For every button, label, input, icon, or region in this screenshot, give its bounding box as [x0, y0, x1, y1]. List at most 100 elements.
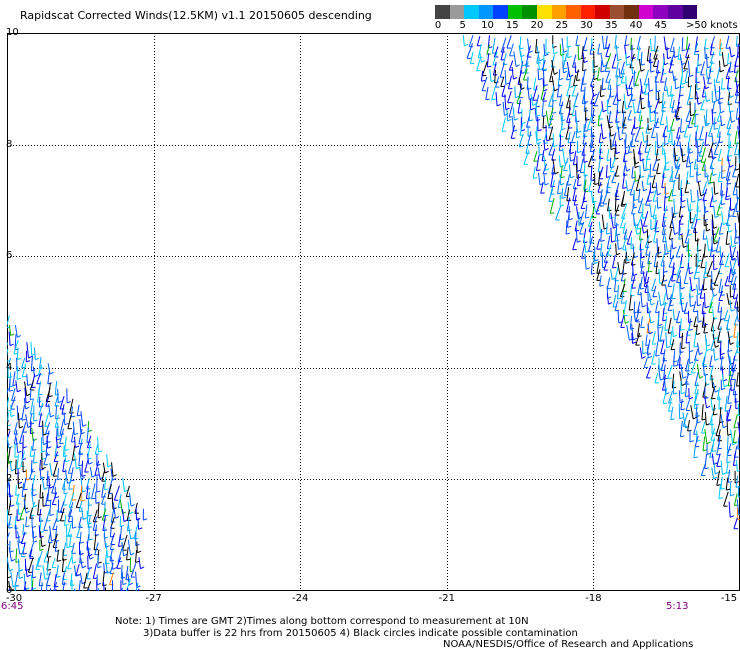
wind-barb	[581, 93, 585, 104]
wind-barb	[15, 587, 17, 591]
wind-barb	[622, 116, 627, 129]
colorbar-swatch	[536, 5, 552, 19]
wind-barb	[679, 371, 683, 386]
wind-barb	[67, 414, 72, 430]
wind-barb	[552, 43, 555, 54]
wind-barb-flag	[56, 519, 61, 523]
wind-barb	[652, 285, 657, 297]
wind-barb	[687, 60, 691, 77]
wind-barb-flag	[107, 464, 112, 468]
wind-barb	[622, 309, 626, 324]
wind-barb	[74, 588, 76, 591]
wind-barb	[709, 195, 714, 207]
wind-barb	[676, 270, 682, 283]
wind-barb	[678, 220, 681, 236]
wind-barb	[683, 301, 688, 314]
wind-barb	[64, 469, 68, 484]
wind-barb	[669, 331, 673, 345]
wind-barb-flag	[544, 53, 549, 57]
wind-barb-flag	[697, 64, 702, 67]
wind-barb	[720, 307, 722, 320]
wind-barb-flag	[621, 82, 626, 84]
wind-barb	[545, 110, 549, 126]
wind-barb-flag	[648, 128, 653, 131]
wind-barb-flag	[115, 516, 120, 519]
wind-barb-flag	[719, 97, 724, 100]
wind-barb-flag	[125, 578, 131, 581]
wind-barb-flag	[582, 102, 587, 105]
wind-barb-flag	[617, 58, 622, 62]
wind-barb	[576, 163, 578, 179]
wind-barb	[8, 331, 11, 346]
wind-barb	[54, 380, 58, 396]
wind-barb	[705, 68, 708, 80]
wind-barb-flag	[687, 148, 692, 151]
wind-barb-flag	[648, 270, 653, 273]
wind-barb	[717, 318, 722, 330]
wind-barb	[648, 100, 652, 114]
wind-barb-flag	[640, 158, 645, 162]
wind-barb	[653, 229, 657, 243]
wind-barb	[542, 163, 548, 174]
wind-barb	[14, 515, 17, 529]
wind-barb-flag	[688, 208, 693, 212]
wind-barb	[693, 158, 697, 170]
wind-barb	[660, 68, 665, 83]
wind-barb	[15, 493, 20, 505]
wind-barb	[713, 117, 716, 130]
wind-barb	[55, 405, 58, 419]
wind-barb	[644, 83, 648, 95]
wind-barb-flag	[33, 461, 38, 464]
wind-barb-flag	[695, 50, 700, 53]
wind-barb-flag	[727, 87, 732, 90]
wind-barb	[606, 293, 609, 305]
wind-barb	[101, 492, 106, 505]
wind-barb-flag	[568, 218, 573, 221]
wind-barb	[614, 35, 617, 49]
wind-barb	[29, 507, 33, 519]
wind-barb	[679, 283, 681, 300]
wind-barb-flag	[143, 518, 148, 521]
wind-barb	[614, 229, 617, 242]
wind-barb	[509, 43, 514, 57]
wind-barb-flag	[674, 212, 679, 215]
wind-barb	[10, 571, 14, 588]
wind-barb-flag	[539, 58, 544, 62]
wind-barb	[29, 548, 33, 559]
wind-barb-flag	[657, 206, 662, 209]
wind-barb	[653, 253, 657, 267]
wind-barb	[25, 414, 29, 428]
wind-barb	[13, 422, 18, 435]
wind-barb	[8, 516, 12, 529]
wind-barb	[624, 35, 628, 46]
wind-barb	[466, 43, 473, 59]
wind-barb	[86, 478, 90, 490]
wind-barb	[629, 180, 635, 196]
wind-barb-flag	[81, 474, 86, 477]
wind-barb	[694, 435, 699, 447]
wind-barb	[606, 222, 608, 235]
wind-barb	[135, 582, 139, 591]
wind-barb-flag	[683, 245, 688, 248]
wind-barb	[548, 114, 554, 129]
wind-barb-flag	[681, 383, 686, 387]
wind-barb-flag	[487, 65, 492, 68]
wind-barb	[718, 222, 723, 235]
wind-barb	[732, 283, 737, 299]
wind-barb-flag	[538, 77, 543, 81]
wind-barb-flag	[41, 467, 46, 470]
wind-barb	[679, 318, 682, 331]
wind-barb-flag	[650, 302, 655, 306]
wind-barb	[684, 372, 690, 385]
wind-barb-flag	[697, 173, 702, 176]
wind-barb	[626, 324, 630, 341]
wind-barb-flag	[720, 194, 725, 197]
wind-barb	[688, 203, 691, 220]
wind-barb	[135, 571, 138, 588]
wind-barb	[599, 85, 602, 97]
wind-barb-flag	[713, 200, 718, 203]
wind-barb	[691, 109, 697, 125]
wind-barb	[64, 451, 67, 462]
wind-barb-flag	[672, 386, 677, 389]
wind-barb-flag	[10, 333, 15, 336]
